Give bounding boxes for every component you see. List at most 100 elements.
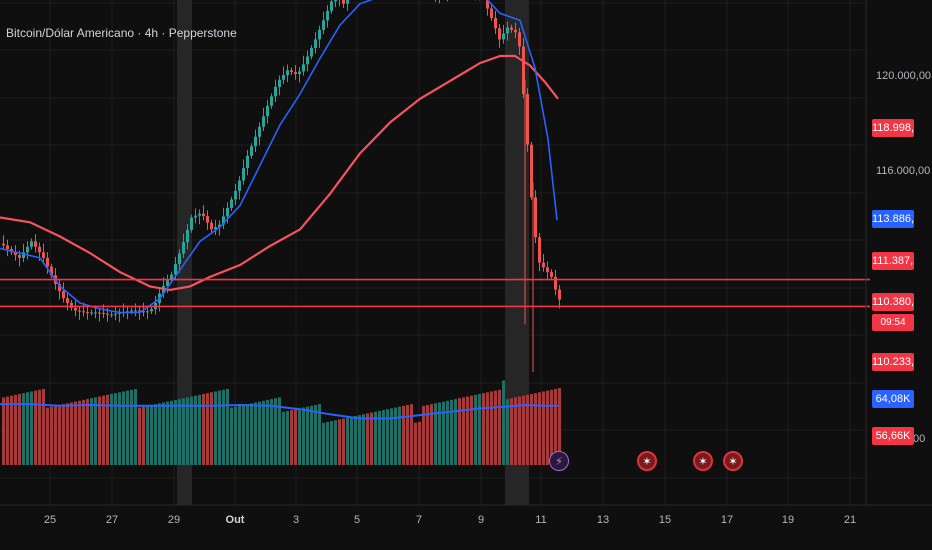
candle-body [18, 255, 21, 258]
candle-body [186, 229, 189, 243]
volume-bar [494, 390, 497, 465]
volume-bar [58, 404, 61, 465]
volume-bar [254, 402, 257, 465]
time-label-13: 13 [596, 514, 610, 526]
volume-bar [554, 388, 557, 465]
candle-body [490, 8, 493, 18]
volume-bar [422, 405, 425, 465]
candle-body [226, 208, 229, 217]
volume-bar [234, 406, 237, 465]
time-label-11: 11 [535, 514, 547, 526]
candle-body [322, 20, 325, 30]
candle-body [310, 47, 313, 57]
candle-body [74, 307, 77, 311]
candle-body [242, 168, 245, 181]
volume-bar [342, 418, 345, 465]
volume-bar [458, 398, 461, 465]
volume-bar [558, 388, 561, 465]
candle-body [258, 126, 261, 137]
candle-body [78, 310, 81, 312]
candle-body [214, 227, 217, 230]
volume-bar [154, 404, 157, 465]
us-flag-icon[interactable]: ✶ [723, 451, 743, 471]
candle-body [314, 39, 317, 48]
candle-body [170, 274, 173, 281]
volume-bar [246, 404, 249, 465]
candle-body [114, 313, 117, 315]
volume-bar [334, 420, 337, 465]
candle-body [70, 303, 73, 308]
candle-body [278, 79, 281, 87]
volume-bar [290, 410, 293, 465]
volume-bar [398, 406, 401, 465]
volume-bar [474, 394, 477, 465]
volume-bar [198, 394, 201, 465]
volume-bar [338, 419, 341, 465]
volume-bar [50, 406, 53, 465]
candle-body [2, 243, 5, 246]
volume-bar [110, 393, 113, 465]
candle-body [218, 224, 221, 227]
lightning-icon[interactable]: ⚡ [549, 451, 569, 471]
volume-bar [438, 402, 441, 465]
candle-body [546, 267, 549, 273]
volume-bar [70, 402, 73, 465]
candle-body [342, 0, 345, 4]
volume-bar [142, 406, 145, 465]
volume-bar [390, 408, 393, 465]
candle-body [82, 311, 85, 313]
time-label-7: 7 [415, 514, 423, 526]
volume-bar [162, 402, 165, 465]
candle-body [146, 311, 149, 313]
volume-bar [102, 395, 105, 465]
volume-bar [114, 393, 117, 465]
candle-body [202, 213, 205, 217]
volume-bar [382, 410, 385, 465]
volume-bar [182, 398, 185, 465]
candle-body [266, 105, 269, 117]
volume-bar [10, 395, 13, 465]
candle-body [346, 0, 349, 4]
volume-bar [242, 404, 245, 465]
volume-bar [38, 389, 41, 465]
candle-body [246, 155, 249, 169]
us-flag-icon[interactable]: ✶ [637, 451, 657, 471]
volume-bar [18, 393, 21, 465]
volume-bar [318, 404, 321, 465]
volume-bar [506, 399, 509, 465]
volume-bar [6, 396, 9, 465]
candle-body [134, 310, 137, 312]
ma-fast-price-tag: 113.886,16 [872, 210, 914, 228]
volume-bar [66, 403, 69, 465]
volume-bar [294, 409, 297, 465]
volume-bar [194, 395, 197, 465]
candle-body [98, 312, 101, 314]
candle-body [130, 310, 133, 312]
candle-body [554, 276, 557, 290]
volume-bar [42, 388, 45, 465]
candle-body [66, 298, 69, 303]
volume-bar [98, 396, 101, 465]
volume-bar [482, 393, 485, 465]
candle-body [86, 312, 89, 314]
volume-bar [218, 390, 221, 465]
candle-body [90, 312, 93, 314]
volume-bar [314, 404, 317, 465]
candle-body [150, 308, 153, 312]
candle-body [302, 64, 305, 72]
candle-body [194, 215, 197, 218]
volume-bar [298, 408, 301, 465]
us-flag-icon[interactable]: ✶ [693, 451, 713, 471]
time-label-19: 19 [781, 514, 795, 526]
volume-bar [178, 399, 181, 465]
candle-body [514, 29, 517, 33]
candle-body [290, 70, 293, 73]
candle-body [174, 264, 177, 275]
candle-body [494, 18, 497, 29]
chart-title: Bitcoin/Dólar Americano · 4h · Peppersto… [6, 26, 237, 40]
volume-bar [354, 415, 357, 465]
volume-bar [406, 404, 409, 465]
time-label-27: 27 [105, 514, 119, 526]
